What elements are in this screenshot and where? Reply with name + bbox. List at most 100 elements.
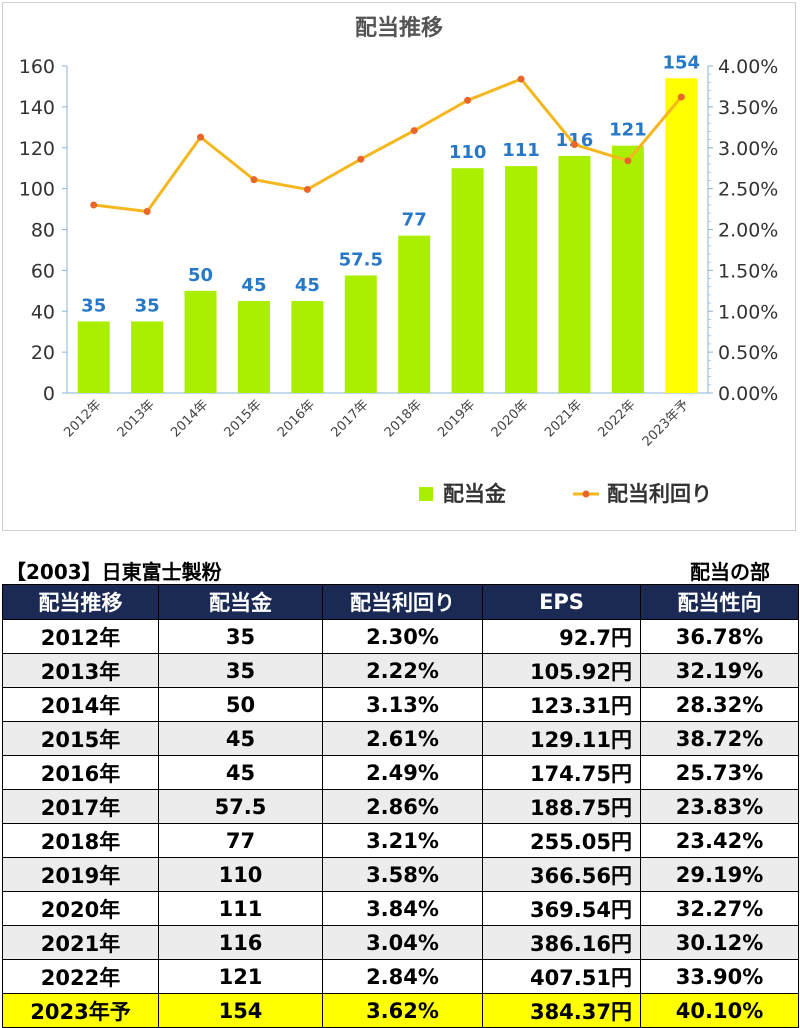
- bar-value-label: 154: [663, 52, 701, 73]
- x-tick-label: 2022年: [596, 397, 639, 440]
- yield-marker: [570, 140, 578, 148]
- cell-yield: 2.49%: [322, 755, 483, 790]
- right-tick-label: 0.50%: [718, 342, 778, 364]
- cell-yield: 3.04%: [322, 925, 483, 960]
- cell-yield: 2.30%: [322, 619, 483, 654]
- bar: [505, 166, 538, 393]
- right-tick-label: 3.50%: [718, 97, 778, 119]
- bar-value-label: 45: [241, 275, 266, 296]
- cell-payout: 40.10%: [640, 993, 799, 1028]
- cell-year: 2015年: [2, 721, 159, 756]
- cell-yield: 3.58%: [322, 857, 483, 892]
- bar-value-label: 57.5: [339, 249, 383, 270]
- cell-yield: 3.84%: [322, 891, 483, 926]
- header-dividend: 配当金: [158, 584, 323, 620]
- section-label: 配当の部: [690, 560, 770, 584]
- cell-eps: 369.54円: [482, 891, 641, 926]
- x-tick-label: 2020年: [489, 397, 532, 440]
- bar-value-label: 77: [402, 210, 427, 231]
- cell-year: 2019年: [2, 857, 159, 892]
- cell-year: 2018年: [2, 823, 159, 858]
- cell-dividend: 77: [158, 823, 323, 858]
- cell-dividend: 57.5: [158, 789, 323, 824]
- right-tick-label: 2.50%: [718, 179, 778, 201]
- left-tick-label: 0: [43, 383, 55, 405]
- bar: [398, 235, 431, 393]
- dividend-chart: 配当推移 0 20 40 60 80 100 120 140 160 0.00% 0.50% 1.00%…: [19, 15, 779, 506]
- cell-payout: 36.78%: [640, 619, 799, 654]
- table-row: 2018年 77 3.21% 255.05円 23.42%: [2, 823, 799, 858]
- cell-dividend: 111: [158, 891, 323, 926]
- table-row: 2013年 35 2.22% 105.92円 32.19%: [2, 653, 799, 688]
- cell-payout: 23.42%: [640, 823, 799, 858]
- left-tick-label: 140: [19, 97, 55, 119]
- cell-year: 2013年: [2, 653, 159, 688]
- legend-bar-label: 配当金: [443, 482, 507, 506]
- bar: [77, 321, 110, 393]
- bar-value-label: 35: [135, 295, 160, 316]
- cell-payout: 38.72%: [640, 721, 799, 756]
- bar: [131, 321, 164, 393]
- cell-yield: 3.62%: [322, 993, 483, 1028]
- bar-value-label: 121: [609, 120, 647, 141]
- cell-eps: 105.92円: [482, 653, 641, 688]
- cell-yield: 2.84%: [322, 959, 483, 994]
- x-tick-label: 2018年: [382, 397, 425, 440]
- yield-marker: [303, 185, 311, 193]
- table-row: 2020年 111 3.84% 369.54円 32.27%: [2, 891, 799, 926]
- header-year: 配当推移: [2, 584, 159, 620]
- cell-year: 2012年: [2, 619, 159, 654]
- cell-eps: 188.75円: [482, 789, 641, 824]
- bar: [611, 145, 644, 393]
- cell-dividend: 35: [158, 619, 323, 654]
- bar-value-label: 50: [188, 265, 213, 286]
- header-payout: 配当性向: [640, 584, 799, 620]
- cell-yield: 3.21%: [322, 823, 483, 858]
- header-yield: 配当利回り: [322, 584, 483, 620]
- right-tick-label: 1.00%: [718, 301, 778, 323]
- cell-dividend: 45: [158, 721, 323, 756]
- bar-value-label: 45: [295, 275, 320, 296]
- cell-yield: 3.13%: [322, 687, 483, 722]
- bar-value-label: 110: [449, 142, 487, 163]
- cell-dividend: 35: [158, 653, 323, 688]
- cell-eps: 407.51円: [482, 959, 641, 994]
- table-row: 2019年 110 3.58% 366.56円 29.19%: [2, 857, 799, 892]
- cell-payout: 29.19%: [640, 857, 799, 892]
- cell-year: 2017年: [2, 789, 159, 824]
- chart-container: 配当推移 0 20 40 60 80 100 120 140 160 0.00% 0.50% 1.00%…: [2, 2, 796, 531]
- right-tick-label: 2.00%: [718, 220, 778, 242]
- left-tick-label: 120: [19, 138, 55, 160]
- bar: [451, 168, 484, 393]
- cell-year: 2014年: [2, 687, 159, 722]
- yield-marker: [464, 96, 472, 104]
- bar: [665, 78, 698, 393]
- table-row: 2017年 57.5 2.86% 188.75円 23.83%: [2, 789, 799, 824]
- cell-eps: 129.11円: [482, 721, 641, 756]
- x-tick-label: 2013年: [115, 397, 158, 440]
- yield-line: [93, 77, 683, 214]
- bar: [558, 155, 591, 393]
- bar: [344, 275, 377, 393]
- cell-eps: 92.7円: [482, 619, 641, 654]
- cell-dividend: 154: [158, 993, 323, 1028]
- bar: [291, 301, 324, 393]
- table-row: 2016年 45 2.49% 174.75円 25.73%: [2, 755, 799, 790]
- dividend-table: 配当推移 配当金 配当利回り EPS 配当性向 2012年 35 2.30% 92.7…: [2, 584, 799, 1028]
- table-row: 2022年 121 2.84% 407.51円 33.90%: [2, 959, 799, 994]
- left-tick-label: 80: [31, 220, 55, 242]
- right-tick-label: 3.00%: [718, 138, 778, 160]
- cell-payout: 32.19%: [640, 653, 799, 688]
- right-tick-label: 0.00%: [718, 383, 778, 405]
- cell-eps: 386.16円: [482, 925, 641, 960]
- cell-dividend: 110: [158, 857, 323, 892]
- header-eps: EPS: [482, 584, 641, 620]
- left-tick-label: 40: [31, 301, 55, 323]
- x-tick-label: 2023年予: [640, 397, 692, 449]
- cell-eps: 174.75円: [482, 755, 641, 790]
- cell-year: 2022年: [2, 959, 159, 994]
- right-tick-label: 1.50%: [718, 260, 778, 282]
- table-row: 2023年予 154 3.62% 384.37円 40.10%: [2, 993, 799, 1028]
- cell-payout: 32.27%: [640, 891, 799, 926]
- legend-bar-swatch: [419, 487, 433, 501]
